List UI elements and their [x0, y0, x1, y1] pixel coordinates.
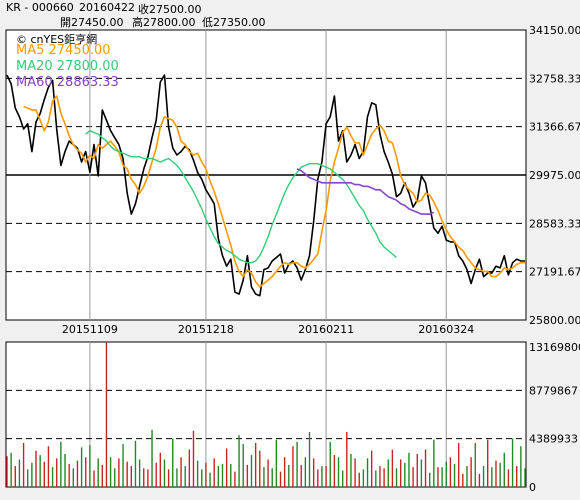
price-y-tick-label: 29975.00	[529, 169, 580, 182]
price-lines	[6, 74, 525, 297]
x-tick-label: 20160324	[418, 323, 474, 336]
legend-ma5: MA5 27450.00	[16, 43, 111, 58]
legend-ma20: MA20 27800.00	[16, 59, 119, 74]
series-line-ma60	[296, 168, 435, 215]
price-y-tick-label: 28583.33	[529, 217, 580, 230]
header-symbol: KR - 000660	[6, 1, 74, 14]
volume-plot-area	[5, 341, 527, 488]
volume-y-tick-label: 4389933	[529, 433, 578, 446]
header-low: 低27350.00	[202, 16, 266, 29]
x-ticks: 20151109 20151218 20160211 20160324	[62, 323, 474, 336]
header-date: 20160422	[79, 1, 135, 14]
volume-y-tick-label: 0	[529, 481, 536, 494]
series-line-ma5	[23, 95, 525, 288]
volume-gridlines	[6, 389, 526, 440]
legend-source: © cnYES鉅亨網	[16, 33, 98, 46]
price-y-tick-label: 32758.33	[529, 72, 580, 85]
price-y-tick-label: 25800.00	[529, 314, 580, 327]
x-tick-label: 20160211	[298, 323, 354, 336]
price-y-tick-label: 31366.67	[529, 121, 580, 134]
price-y-tick-label: 34150.00	[529, 24, 580, 37]
x-tick-label: 20151218	[178, 323, 234, 336]
price-gridlines	[6, 30, 526, 487]
header-open: 開27450.00	[60, 16, 124, 29]
price-y-ticks: 34150.00 32758.33 31366.67 29975.00 28583.33…	[529, 24, 580, 327]
volume-y-ticks: 13169800 8779867 4389933 0	[529, 341, 580, 494]
price-y-tick-label: 27191.67	[529, 266, 580, 279]
volume-bars	[6, 342, 526, 487]
series-line-ma20	[85, 130, 397, 264]
header-high: 高27800.00	[132, 16, 196, 29]
header-close: 收27500.00	[138, 3, 202, 16]
volume-y-tick-label: 13169800	[529, 341, 580, 354]
legend-ma60: MA60 28863.33	[16, 75, 119, 90]
x-tick-label: 20151109	[62, 323, 118, 336]
series-line-price	[6, 74, 525, 297]
volume-y-tick-label: 8779867	[529, 384, 578, 397]
